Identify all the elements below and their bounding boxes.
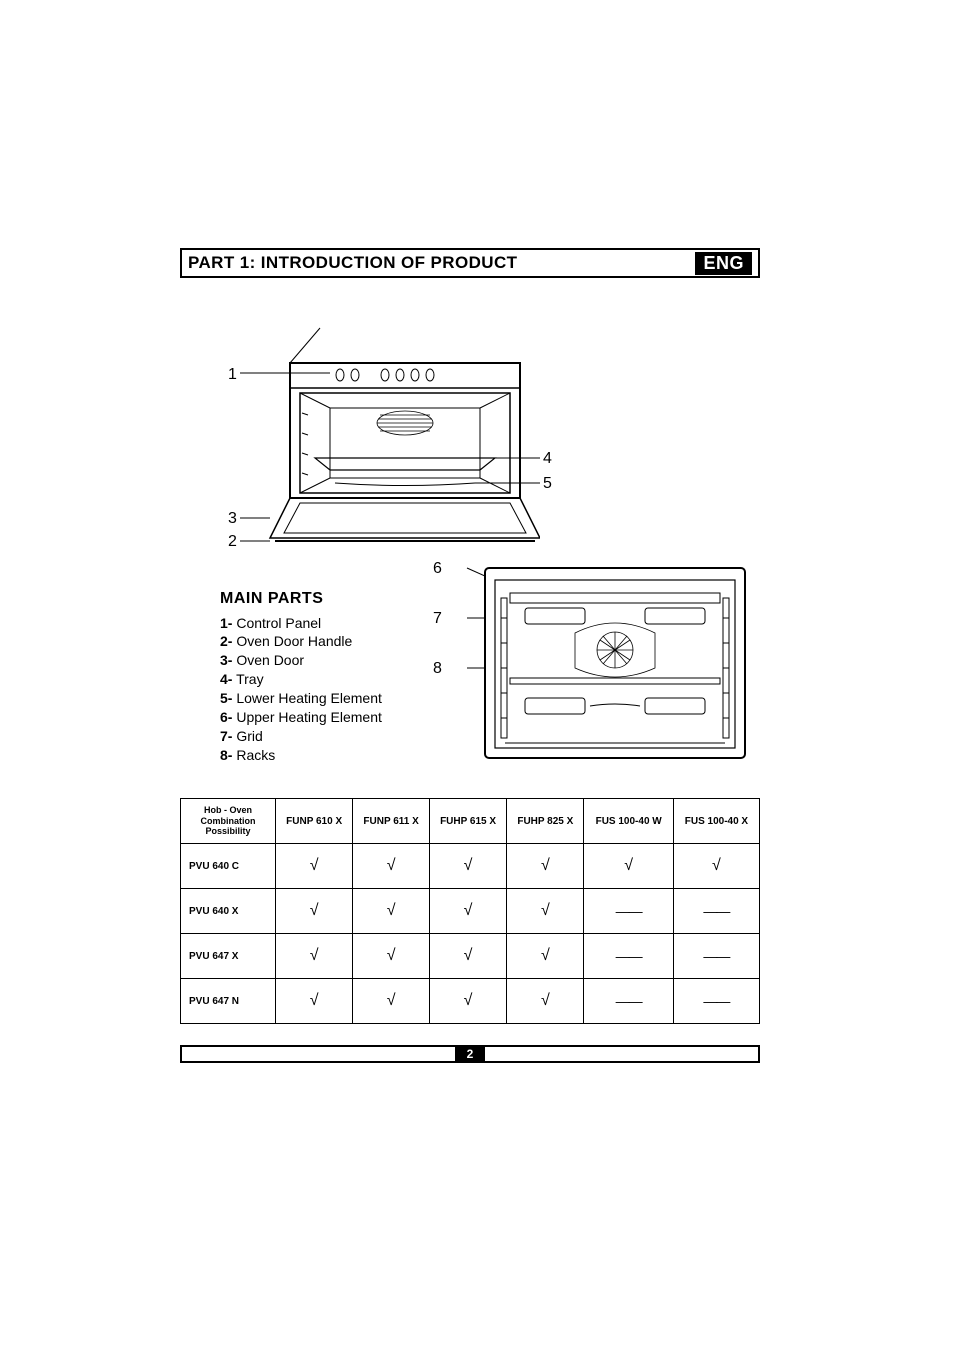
table-cell: —— <box>673 934 759 979</box>
table-cell: √ <box>353 979 430 1024</box>
table-col-header: FUHP 825 X <box>507 799 584 844</box>
table-row-header: PVU 640 X <box>181 889 276 934</box>
part-item: 2- Oven Door Handle <box>220 632 382 651</box>
callout-3: 3 <box>228 510 237 528</box>
table-cell: √ <box>429 979 506 1024</box>
table-row-header: PVU 647 X <box>181 934 276 979</box>
content-area: PART 1: INTRODUCTION OF PRODUCT ENG <box>180 248 760 1024</box>
page-number: 2 <box>455 1045 486 1063</box>
callout-7: 7 <box>433 610 442 628</box>
table-col-header: FUS 100-40 W <box>584 799 673 844</box>
parts-list: MAIN PARTS 1- Control Panel 2- Oven Door… <box>220 588 382 765</box>
table-cell: √ <box>276 934 353 979</box>
table-row: PVU 640 X√√√√———— <box>181 889 760 934</box>
table-cell: √ <box>584 844 673 889</box>
part-item: 3- Oven Door <box>220 651 382 670</box>
part-item: 5- Lower Heating Element <box>220 689 382 708</box>
table-cell: √ <box>353 934 430 979</box>
table-col-header: FUNP 610 X <box>276 799 353 844</box>
section-title: PART 1: INTRODUCTION OF PRODUCT <box>188 253 517 273</box>
table-cell: √ <box>507 844 584 889</box>
table-cell: √ <box>507 889 584 934</box>
table-cell: —— <box>673 889 759 934</box>
part-item: 6- Upper Heating Element <box>220 708 382 727</box>
callout-1: 1 <box>228 366 237 384</box>
part-item: 8- Racks <box>220 746 382 765</box>
callout-8: 8 <box>433 660 442 678</box>
table-cell: √ <box>429 844 506 889</box>
table-cell: √ <box>673 844 759 889</box>
part-item: 7- Grid <box>220 727 382 746</box>
callout-4: 4 <box>543 450 552 468</box>
table-cell: √ <box>276 844 353 889</box>
language-badge: ENG <box>695 252 752 275</box>
table-row-header: PVU 647 N <box>181 979 276 1024</box>
diagrams-area: 1 2 3 4 5 <box>180 308 760 788</box>
compatibility-table: Hob - Oven Combination Possibility FUNP … <box>180 798 760 1024</box>
table-cell: √ <box>429 889 506 934</box>
callout-2: 2 <box>228 533 237 551</box>
part-item: 1- Control Panel <box>220 614 382 633</box>
table-col-header: FUNP 611 X <box>353 799 430 844</box>
oven-diagram-2: 6 7 8 <box>455 558 755 773</box>
table-cell: √ <box>429 934 506 979</box>
table-cell: √ <box>276 979 353 1024</box>
section-title-bar: PART 1: INTRODUCTION OF PRODUCT ENG <box>180 248 760 278</box>
table-corner: Hob - Oven Combination Possibility <box>181 799 276 844</box>
table-row: PVU 647 X√√√√———— <box>181 934 760 979</box>
table-cell: √ <box>353 889 430 934</box>
table-cell: √ <box>276 889 353 934</box>
table-cell: √ <box>507 979 584 1024</box>
table-cell: √ <box>507 934 584 979</box>
table-col-header: FUHP 615 X <box>429 799 506 844</box>
table-cell: —— <box>584 979 673 1024</box>
callout-5: 5 <box>543 475 552 493</box>
table-header-row: Hob - Oven Combination Possibility FUNP … <box>181 799 760 844</box>
page-footer: 2 <box>180 1045 760 1063</box>
table-row: PVU 640 C√√√√√√ <box>181 844 760 889</box>
callout-6: 6 <box>433 560 442 578</box>
table-cell: √ <box>353 844 430 889</box>
table-cell: —— <box>584 934 673 979</box>
oven-diagram-1: 1 2 3 4 5 <box>220 308 540 553</box>
part-item: 4- Tray <box>220 670 382 689</box>
table-row-header: PVU 640 C <box>181 844 276 889</box>
table-cell: —— <box>673 979 759 1024</box>
parts-title: MAIN PARTS <box>220 588 382 610</box>
table-row: PVU 647 N√√√√———— <box>181 979 760 1024</box>
page: PART 1: INTRODUCTION OF PRODUCT ENG <box>0 0 954 1350</box>
table-col-header: FUS 100-40 X <box>673 799 759 844</box>
table-cell: —— <box>584 889 673 934</box>
